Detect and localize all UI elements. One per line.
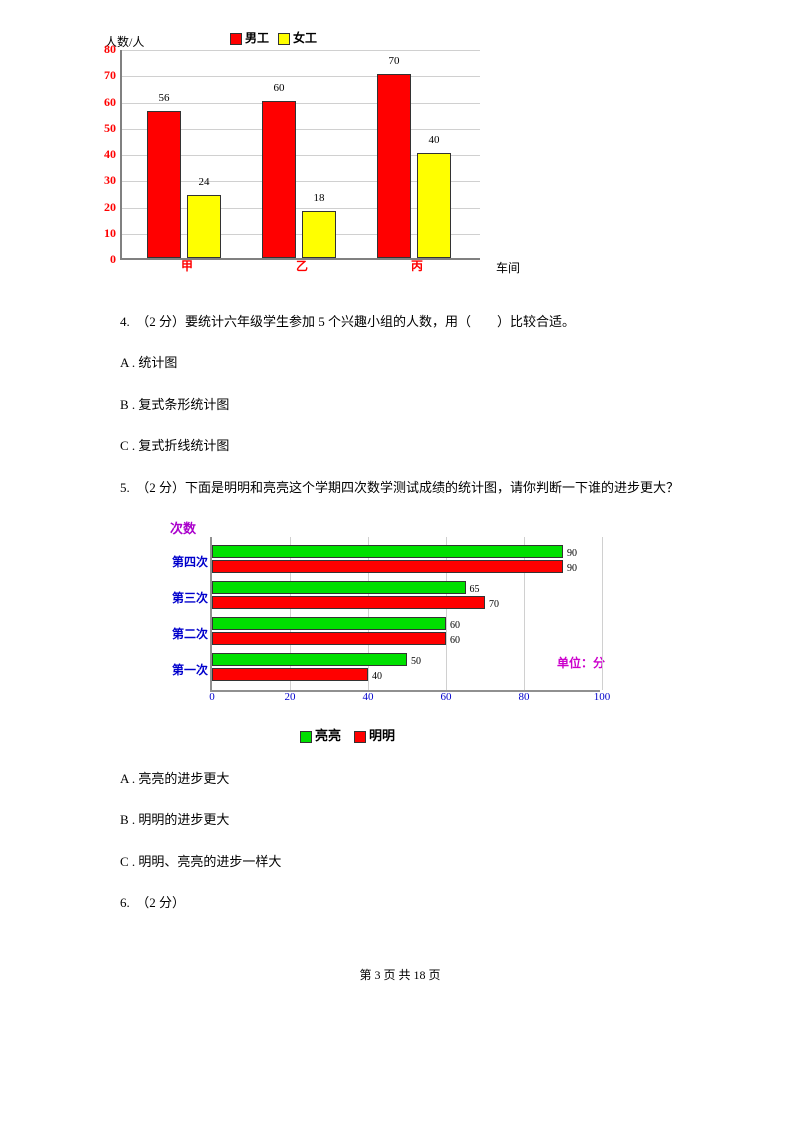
chart2-bar-label: 40 xyxy=(372,668,382,686)
question-6-text: 6. （2 分） xyxy=(120,891,710,914)
chart1-bar-label: 40 xyxy=(417,131,451,151)
q5-option-c: C . 明明、亮亮的进步一样大 xyxy=(120,850,710,873)
chart1-bar-label: 24 xyxy=(187,173,221,193)
scores-horizontal-bar-chart: 次数 单位：分 020406080100第四次9090第三次6570第二次606… xyxy=(150,517,610,747)
chart2-bar xyxy=(212,596,485,609)
chart1-plot-area: 010203040506070805624甲6018乙7040丙 xyxy=(120,50,480,260)
workers-bar-chart: 人数/人 男工 女工 010203040506070805624甲6018乙70… xyxy=(90,40,490,280)
chart2-bar-label: 90 xyxy=(567,560,577,578)
chart1-xlabel: 乙 xyxy=(247,256,357,278)
legend-label-female: 女工 xyxy=(293,31,317,45)
chart2-xtick-label: 60 xyxy=(441,688,452,708)
chart1-bar-label: 56 xyxy=(147,89,181,109)
chart1-bar-label: 18 xyxy=(302,189,336,209)
chart1-ytick-label: 80 xyxy=(94,39,116,61)
legend-swatch-liangliang xyxy=(300,731,312,743)
chart2-xtick-label: 100 xyxy=(594,688,611,708)
chart2-bar-label: 50 xyxy=(411,653,421,671)
chart2-bar xyxy=(212,653,407,666)
chart1-gridline xyxy=(122,76,480,77)
chart1-ytick-label: 50 xyxy=(94,118,116,140)
chart2-bar xyxy=(212,668,368,681)
chart2-xtick-label: 80 xyxy=(519,688,530,708)
q5-option-b: B . 明明的进步更大 xyxy=(120,808,710,831)
legend-swatch-mingming xyxy=(354,731,366,743)
chart2-row: 第二次6060 xyxy=(212,614,602,648)
legend-swatch-female xyxy=(278,33,290,45)
chart1-ytick-label: 60 xyxy=(94,92,116,114)
chart2-ylabel: 第二次 xyxy=(164,624,208,646)
chart2-plot-area: 单位：分 020406080100第四次9090第三次6570第二次6060第一… xyxy=(210,537,600,692)
chart2-row: 第三次6570 xyxy=(212,578,602,612)
question-4-text: 4. （2 分）要统计六年级学生参加 5 个兴趣小组的人数，用（ ）比较合适。 xyxy=(120,310,710,333)
chart2-bar xyxy=(212,581,466,594)
chart2-xtick-label: 20 xyxy=(285,688,296,708)
q4-option-c: C . 复式折线统计图 xyxy=(120,434,710,457)
chart1-bar xyxy=(147,111,181,258)
chart2-gridline xyxy=(602,537,603,690)
q4-option-a: A . 统计图 xyxy=(120,351,710,374)
chart2-bar-label: 60 xyxy=(450,632,460,650)
chart2-xtick-label: 40 xyxy=(363,688,374,708)
chart2-bar-label: 70 xyxy=(489,596,499,614)
chart1-ytick-label: 0 xyxy=(94,249,116,271)
legend-label-liangliang: 亮亮 xyxy=(315,728,341,743)
chart1-bar xyxy=(302,211,336,258)
chart1-bar xyxy=(377,74,411,258)
chart2-row: 第一次5040 xyxy=(212,650,602,684)
chart2-row: 第四次9090 xyxy=(212,542,602,576)
chart1-bar xyxy=(262,101,296,259)
chart2-bar xyxy=(212,545,563,558)
chart1-xlabel: 丙 xyxy=(362,256,472,278)
chart2-bar xyxy=(212,632,446,645)
chart1-ytick-label: 30 xyxy=(94,170,116,192)
q4-option-b: B . 复式条形统计图 xyxy=(120,393,710,416)
chart1-bar-label: 60 xyxy=(262,79,296,99)
chart1-gridline xyxy=(122,50,480,51)
legend-label-mingming: 明明 xyxy=(369,728,395,743)
chart1-legend: 男工 女工 xyxy=(230,28,317,50)
chart1-bar xyxy=(417,153,451,258)
page-footer: 第 3 页 共 18 页 xyxy=(90,965,710,987)
chart2-legend: 亮亮 明明 xyxy=(300,724,395,747)
chart1-ytick-label: 70 xyxy=(94,65,116,87)
chart2-xtick-label: 0 xyxy=(209,688,215,708)
chart1-ytick-label: 10 xyxy=(94,223,116,245)
chart1-xlabel: 甲 xyxy=(132,256,242,278)
question-5-text: 5. （2 分）下面是明明和亮亮这个学期四次数学测试成绩的统计图，请你判断一下谁… xyxy=(120,476,710,499)
chart2-ylabel: 第一次 xyxy=(164,660,208,682)
chart2-ylabel: 第三次 xyxy=(164,588,208,610)
legend-label-male: 男工 xyxy=(245,31,269,45)
chart1-bar-label: 70 xyxy=(377,52,411,72)
chart1-ytick-label: 40 xyxy=(94,144,116,166)
chart2-bar xyxy=(212,560,563,573)
chart2-ylabel: 第四次 xyxy=(164,552,208,574)
chart1-bar xyxy=(187,195,221,258)
chart2-ytitle: 次数 xyxy=(170,517,196,540)
legend-swatch-male xyxy=(230,33,242,45)
chart2-bar xyxy=(212,617,446,630)
chart1-ytick-label: 20 xyxy=(94,197,116,219)
q5-option-a: A . 亮亮的进步更大 xyxy=(120,767,710,790)
chart1-xtitle: 车间 xyxy=(496,258,520,280)
